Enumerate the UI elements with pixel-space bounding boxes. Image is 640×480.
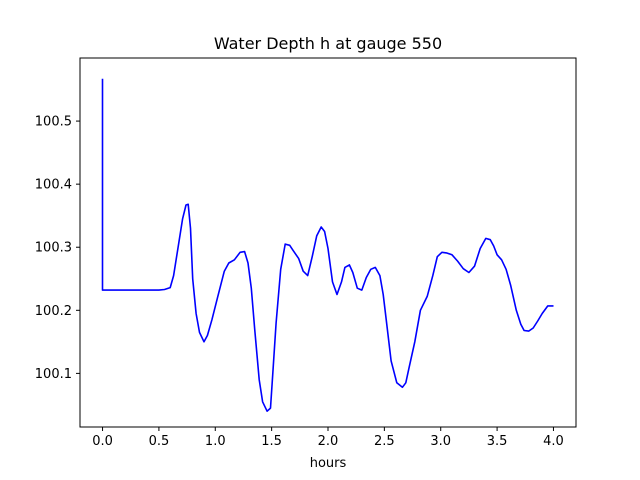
chart-title: Water Depth h at gauge 550 [214, 34, 442, 53]
x-tick-label: 4.0 [543, 434, 564, 449]
y-tick-label: 100.1 [35, 367, 72, 382]
x-tick-label: 3.5 [487, 434, 508, 449]
y-tick-label: 100.4 [35, 178, 72, 193]
y-tick-label: 100.2 [35, 304, 72, 319]
y-tick-label: 100.5 [35, 115, 72, 130]
x-tick-label: 1.0 [205, 434, 226, 449]
x-tick-label: 0.5 [149, 434, 170, 449]
x-axis: 0.0 0.5 1.0 1.5 2.0 2.5 3.0 3.5 4.0 [92, 427, 564, 449]
x-tick-label: 1.5 [261, 434, 282, 449]
x-tick-label: 2.0 [318, 434, 339, 449]
x-tick-label: 2.5 [374, 434, 395, 449]
x-tick-label: 0.0 [92, 434, 113, 449]
plot-area [101, 78, 554, 413]
y-axis: 100.1 100.2 100.3 100.4 100.5 [35, 115, 80, 382]
y-tick-label: 100.3 [35, 241, 72, 256]
series-line [101, 78, 554, 413]
x-axis-label: hours [310, 456, 347, 471]
x-tick-label: 3.0 [430, 434, 451, 449]
